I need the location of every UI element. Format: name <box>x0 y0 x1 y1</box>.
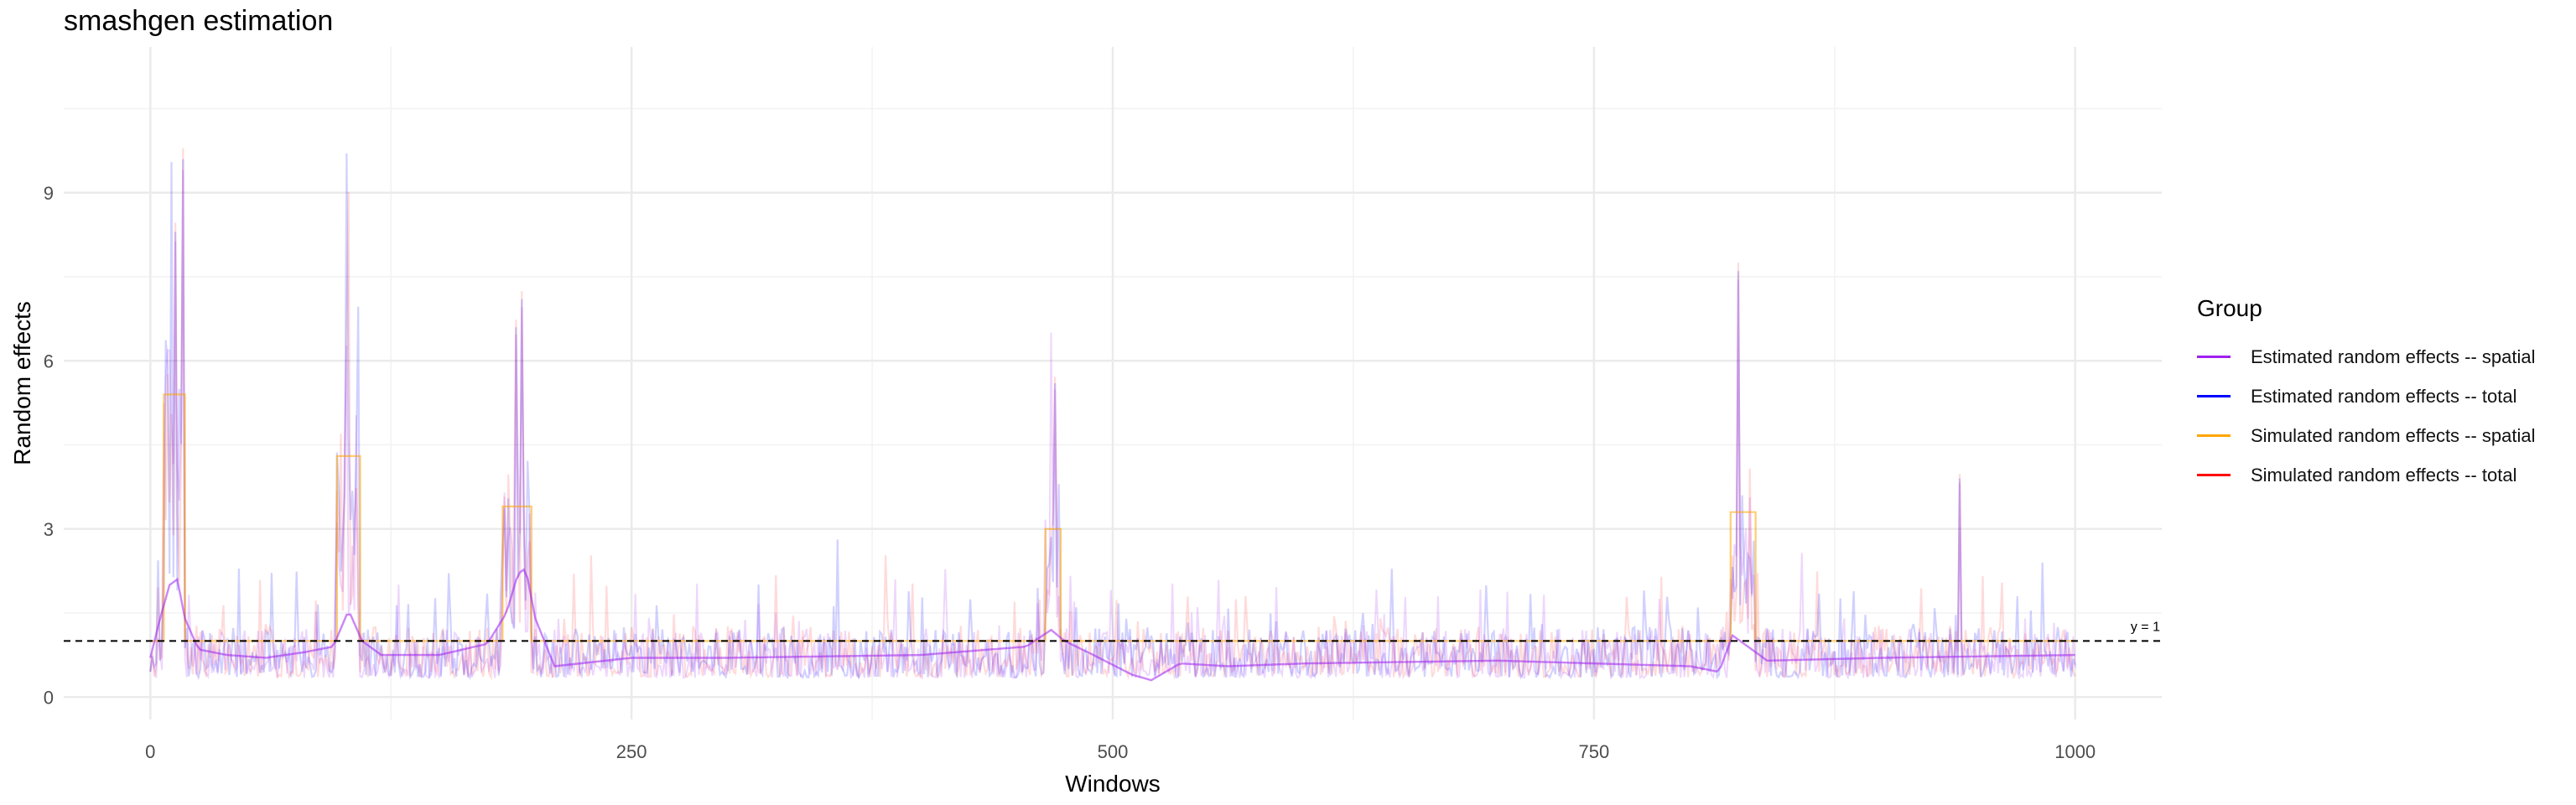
legend-item: Simulated random effects -- total <box>2197 455 2536 495</box>
hline-layer: y = 1 <box>64 620 2162 642</box>
y-axis-title: Random effects <box>9 301 35 465</box>
y-tick-label: 6 <box>44 351 54 371</box>
ticks-layer: 0 250 500 750 1000 0 3 6 9 <box>44 183 2096 762</box>
series-estimated-spatial-raw <box>149 169 2076 680</box>
series-estimated-spatial <box>149 568 2075 682</box>
chart-title: smashgen estimation <box>64 5 334 37</box>
x-axis-title: Windows <box>1065 771 1161 797</box>
series-layer <box>149 393 2075 682</box>
legend-label: Simulated random effects -- total <box>2251 464 2517 486</box>
x-tick-label: 250 <box>616 741 647 762</box>
series-simulated-spatial <box>150 393 2075 642</box>
legend: Group Estimated random effects -- spatia… <box>2197 295 2536 495</box>
legend-item: Estimated random effects -- total <box>2197 377 2536 416</box>
plot-area: y = 1 0 250 500 750 1000 0 3 6 9 Windows Random … <box>9 47 2162 797</box>
legend-swatch <box>2197 395 2231 397</box>
legend-swatch <box>2197 434 2231 437</box>
legend-swatch <box>2197 356 2231 358</box>
y-tick-label: 0 <box>44 687 54 708</box>
x-tick-label: 1000 <box>2054 741 2096 762</box>
reference-line-label: y = 1 <box>2131 620 2160 634</box>
x-tick-label: 0 <box>145 741 155 762</box>
legend-label: Estimated random effects -- spatial <box>2251 345 2536 367</box>
x-tick-label: 500 <box>1098 741 1129 762</box>
legend-items: Estimated random effects -- spatial Estim… <box>2197 337 2536 495</box>
x-tick-label: 750 <box>1578 741 1609 762</box>
y-tick-label: 3 <box>44 519 54 540</box>
legend-label: Estimated random effects -- total <box>2251 385 2517 407</box>
legend-item: Estimated random effects -- spatial <box>2197 337 2536 377</box>
legend-label: Simulated random effects -- spatial <box>2251 424 2536 446</box>
legend-swatch <box>2197 474 2231 476</box>
y-tick-label: 9 <box>44 183 54 204</box>
grid-major <box>64 47 2162 719</box>
series-simulated-total <box>149 148 2076 681</box>
legend-item: Simulated random effects -- spatial <box>2197 416 2536 455</box>
legend-title: Group <box>2197 295 2262 321</box>
